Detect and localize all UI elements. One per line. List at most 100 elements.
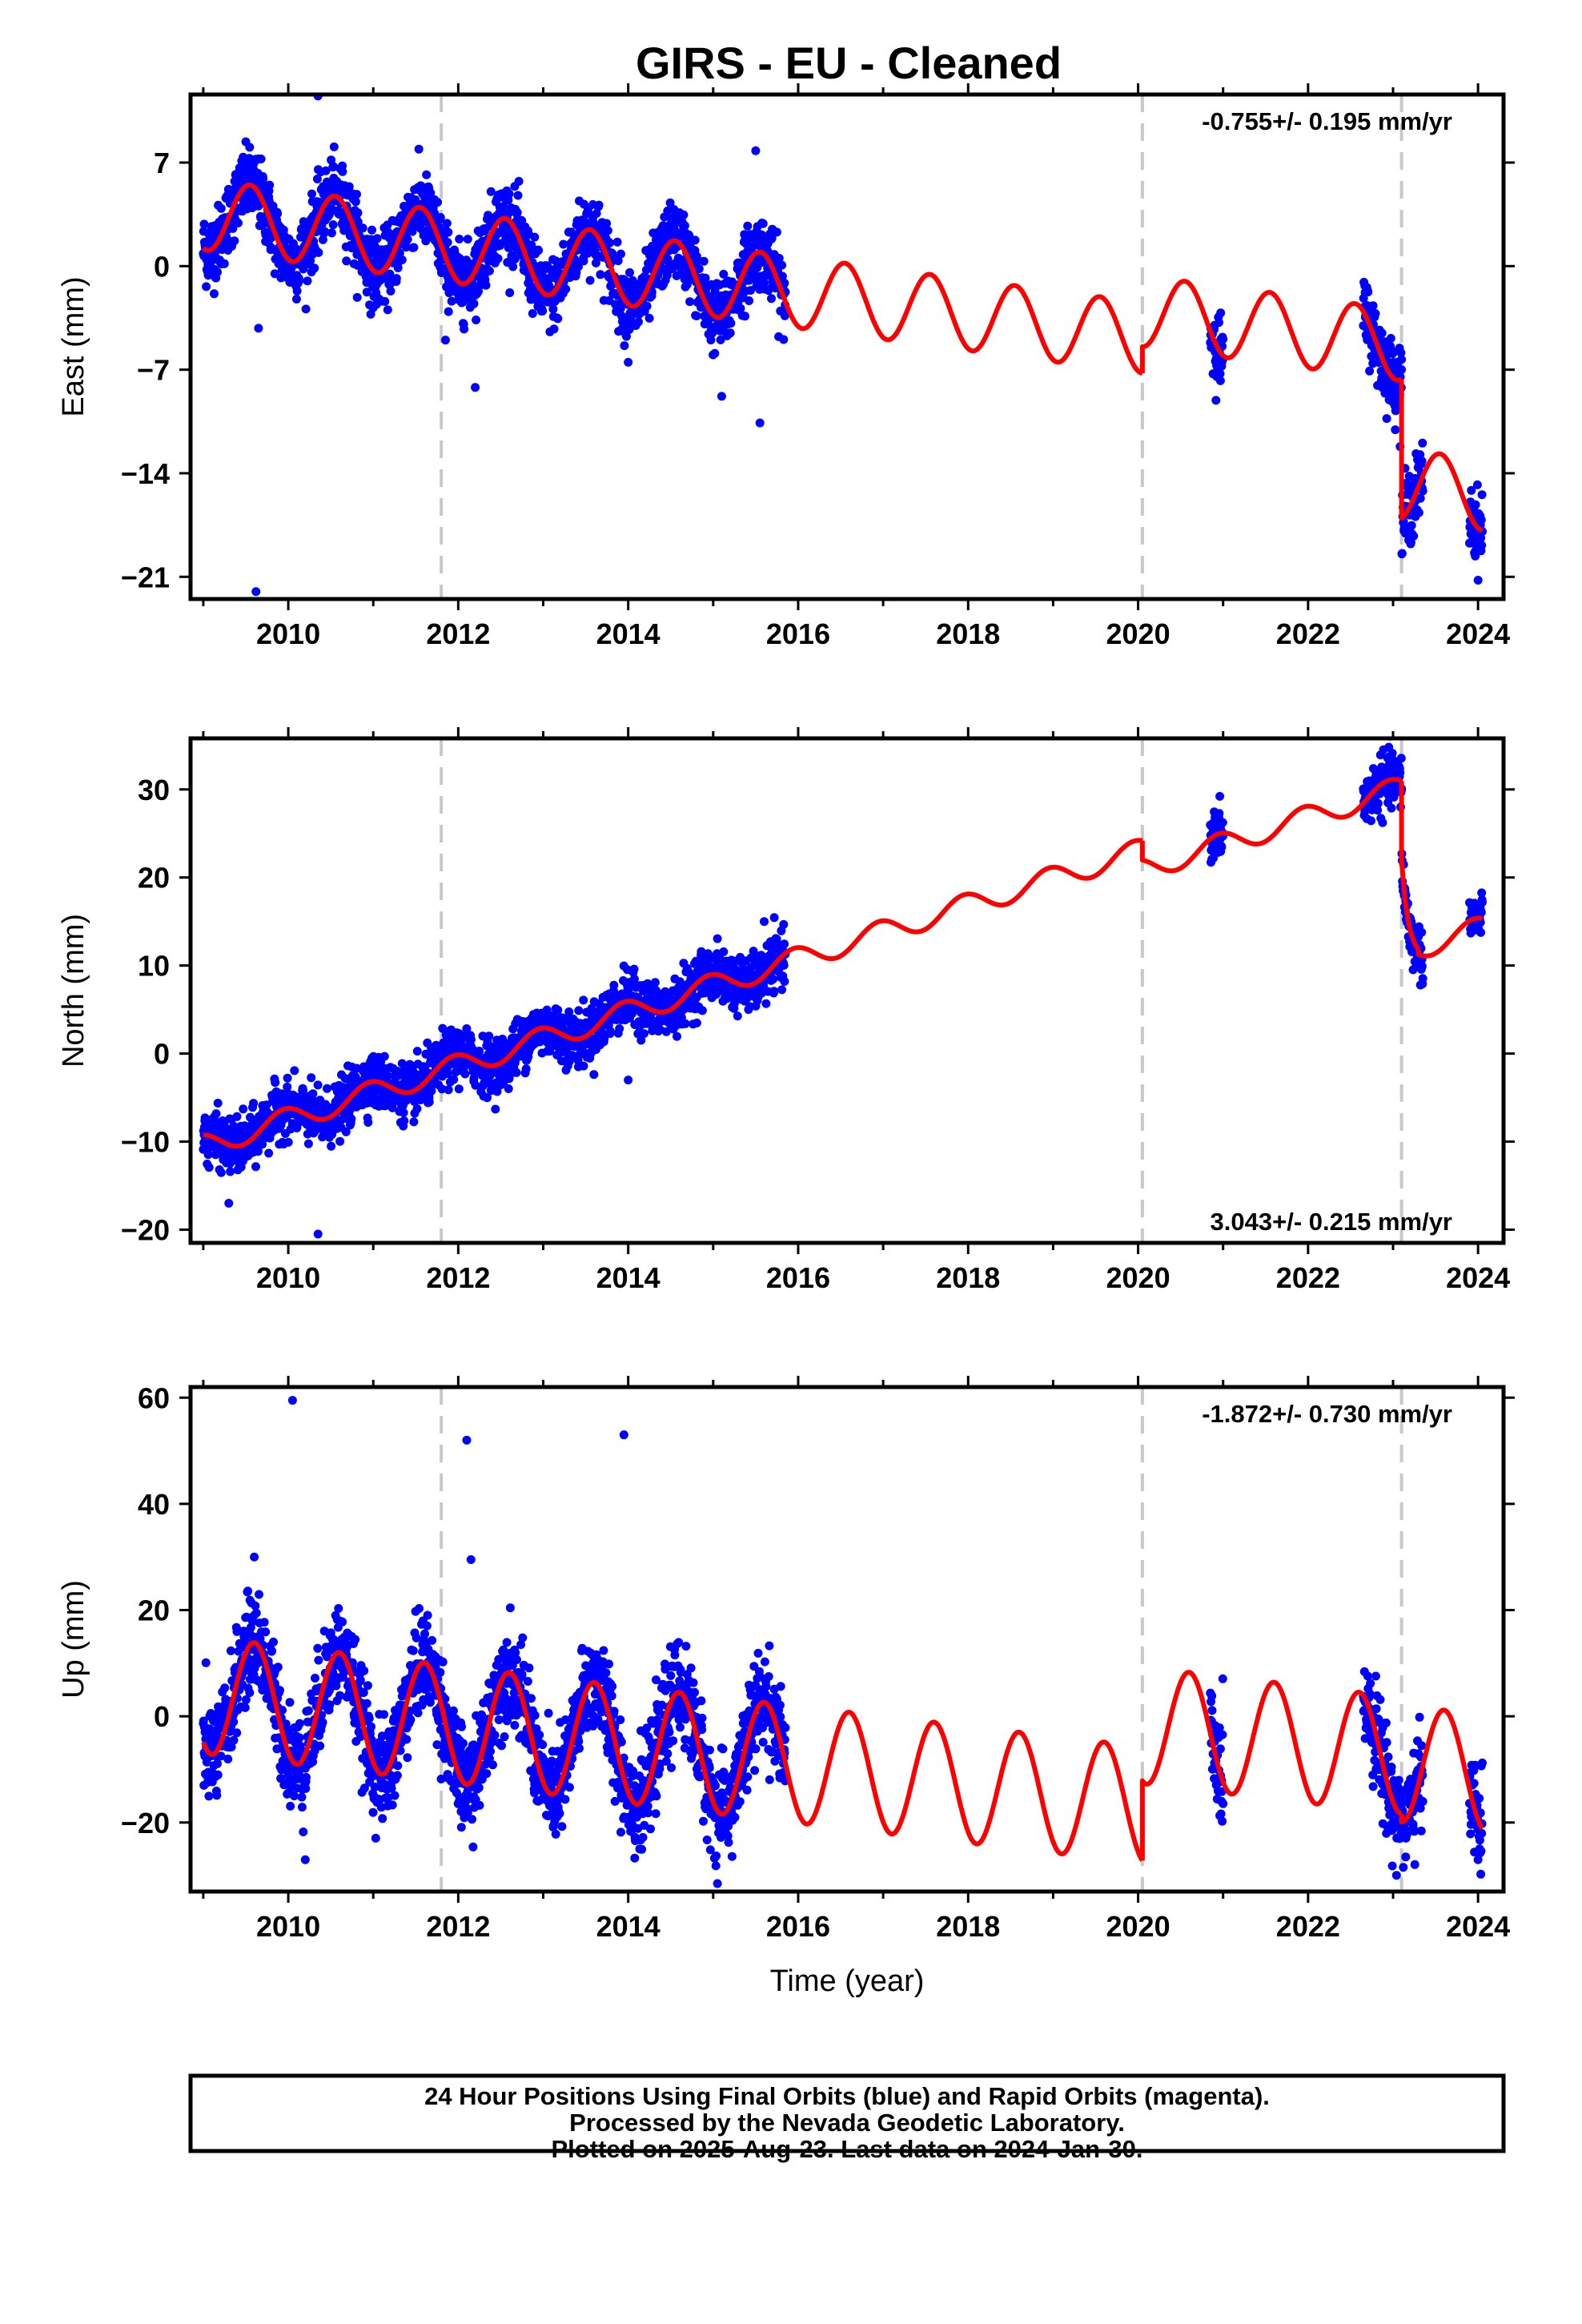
observation-point [303,1139,313,1148]
x-tick-label: 2018 [936,1261,1000,1294]
observation-point [1477,541,1487,550]
observation-point [634,317,643,327]
observation-point [1218,818,1227,827]
x-tick-label: 2016 [766,1261,830,1294]
outlier-point [760,917,769,927]
observation-point [204,1163,214,1172]
observation-point [579,256,588,266]
observation-point [1363,287,1373,296]
observation-point [579,995,588,1005]
observation-point [213,1099,223,1108]
observation-point [232,1728,242,1738]
observation-point [1391,425,1400,435]
panel-up: 2010 2012 2014 2016 2018 2020 2022 2024−2002040… [57,1376,1515,1998]
observation-point [386,287,396,296]
y-tick-label: 0 [154,1038,170,1071]
observation-point [433,198,443,207]
observation-point [210,289,219,299]
outlier-point [471,383,480,392]
observation-point [283,1082,292,1092]
observation-point [719,269,729,279]
observation-point [622,332,631,341]
observation-point [719,947,729,956]
observation-point [549,324,559,334]
observation-point [761,999,771,1008]
observation-point [270,269,279,279]
observation-point [745,296,754,305]
observation-point [1219,335,1228,344]
observation-point [710,348,720,358]
outlier-point [313,1229,323,1239]
observation-point [463,235,472,244]
observation-point [491,1104,500,1114]
observation-point [777,985,787,995]
observation-point [713,934,722,943]
observation-point [777,271,787,281]
observation-point [403,235,412,244]
outlier-point [1384,742,1394,752]
observation-point [279,225,288,235]
observation-point [444,1085,453,1095]
observation-point [245,1688,255,1698]
observation-point [201,1658,211,1667]
observation-point [436,213,445,222]
observation-point [772,227,781,237]
observations-series [199,738,1487,1239]
observation-point [780,977,789,986]
observation-point [256,155,266,163]
observation-point [352,292,362,302]
outlier-point [251,587,261,597]
observation-point [650,978,660,987]
panel-north: 2010 2012 2014 2016 2018 2020 2022 2024−20−1001… [57,727,1515,1294]
observation-point [716,335,725,344]
observation-point [1215,809,1224,818]
observation-point [1387,803,1396,813]
observation-point [779,919,789,929]
observation-point [320,227,330,236]
observation-point [1476,927,1486,937]
y-axis: −21−14−707 [121,147,1515,593]
observation-point [273,209,283,219]
observation-point [379,1051,389,1061]
figure-title: GIRS - EU - Cleaned [636,38,1062,88]
y-tick-label: −10 [121,1126,170,1159]
observation-point [777,260,787,270]
observation-point [397,255,407,264]
observation-point [314,247,323,257]
observation-point [1418,486,1427,496]
observation-point [701,273,710,283]
observation-point [574,1006,584,1015]
observation-point [1368,301,1378,311]
observation-point [1418,438,1427,448]
observation-point [1211,396,1221,405]
observation-point [290,1066,299,1076]
panel-east: 2010 2012 2014 2016 2018 2020 2022 2024−21−14−7… [57,83,1515,650]
observation-point [508,262,518,271]
observation-point [454,1084,464,1094]
observation-point [251,1608,261,1618]
observation-point [504,189,514,199]
observation-point [211,1109,221,1119]
observation-point [344,182,354,191]
observation-point [234,218,243,227]
observation-point [422,170,432,179]
observation-point [385,269,395,279]
observation-point [347,1114,356,1124]
y-tick-label: 10 [138,950,170,983]
observation-point [363,1118,373,1127]
observation-point [291,295,301,304]
y-tick-label: −14 [121,457,170,490]
observation-point [767,294,776,304]
observation-point [573,262,583,271]
x-axis: 2010 2012 2014 2016 2018 2020 2022 2024 [202,83,1510,650]
observation-point [553,1005,563,1015]
observation-point [303,276,312,286]
observation-point [437,1084,447,1094]
observation-point [216,1168,226,1177]
observation-point [213,267,222,277]
observation-point [741,312,749,321]
observation-point [249,1099,259,1108]
observation-point [213,1770,223,1779]
